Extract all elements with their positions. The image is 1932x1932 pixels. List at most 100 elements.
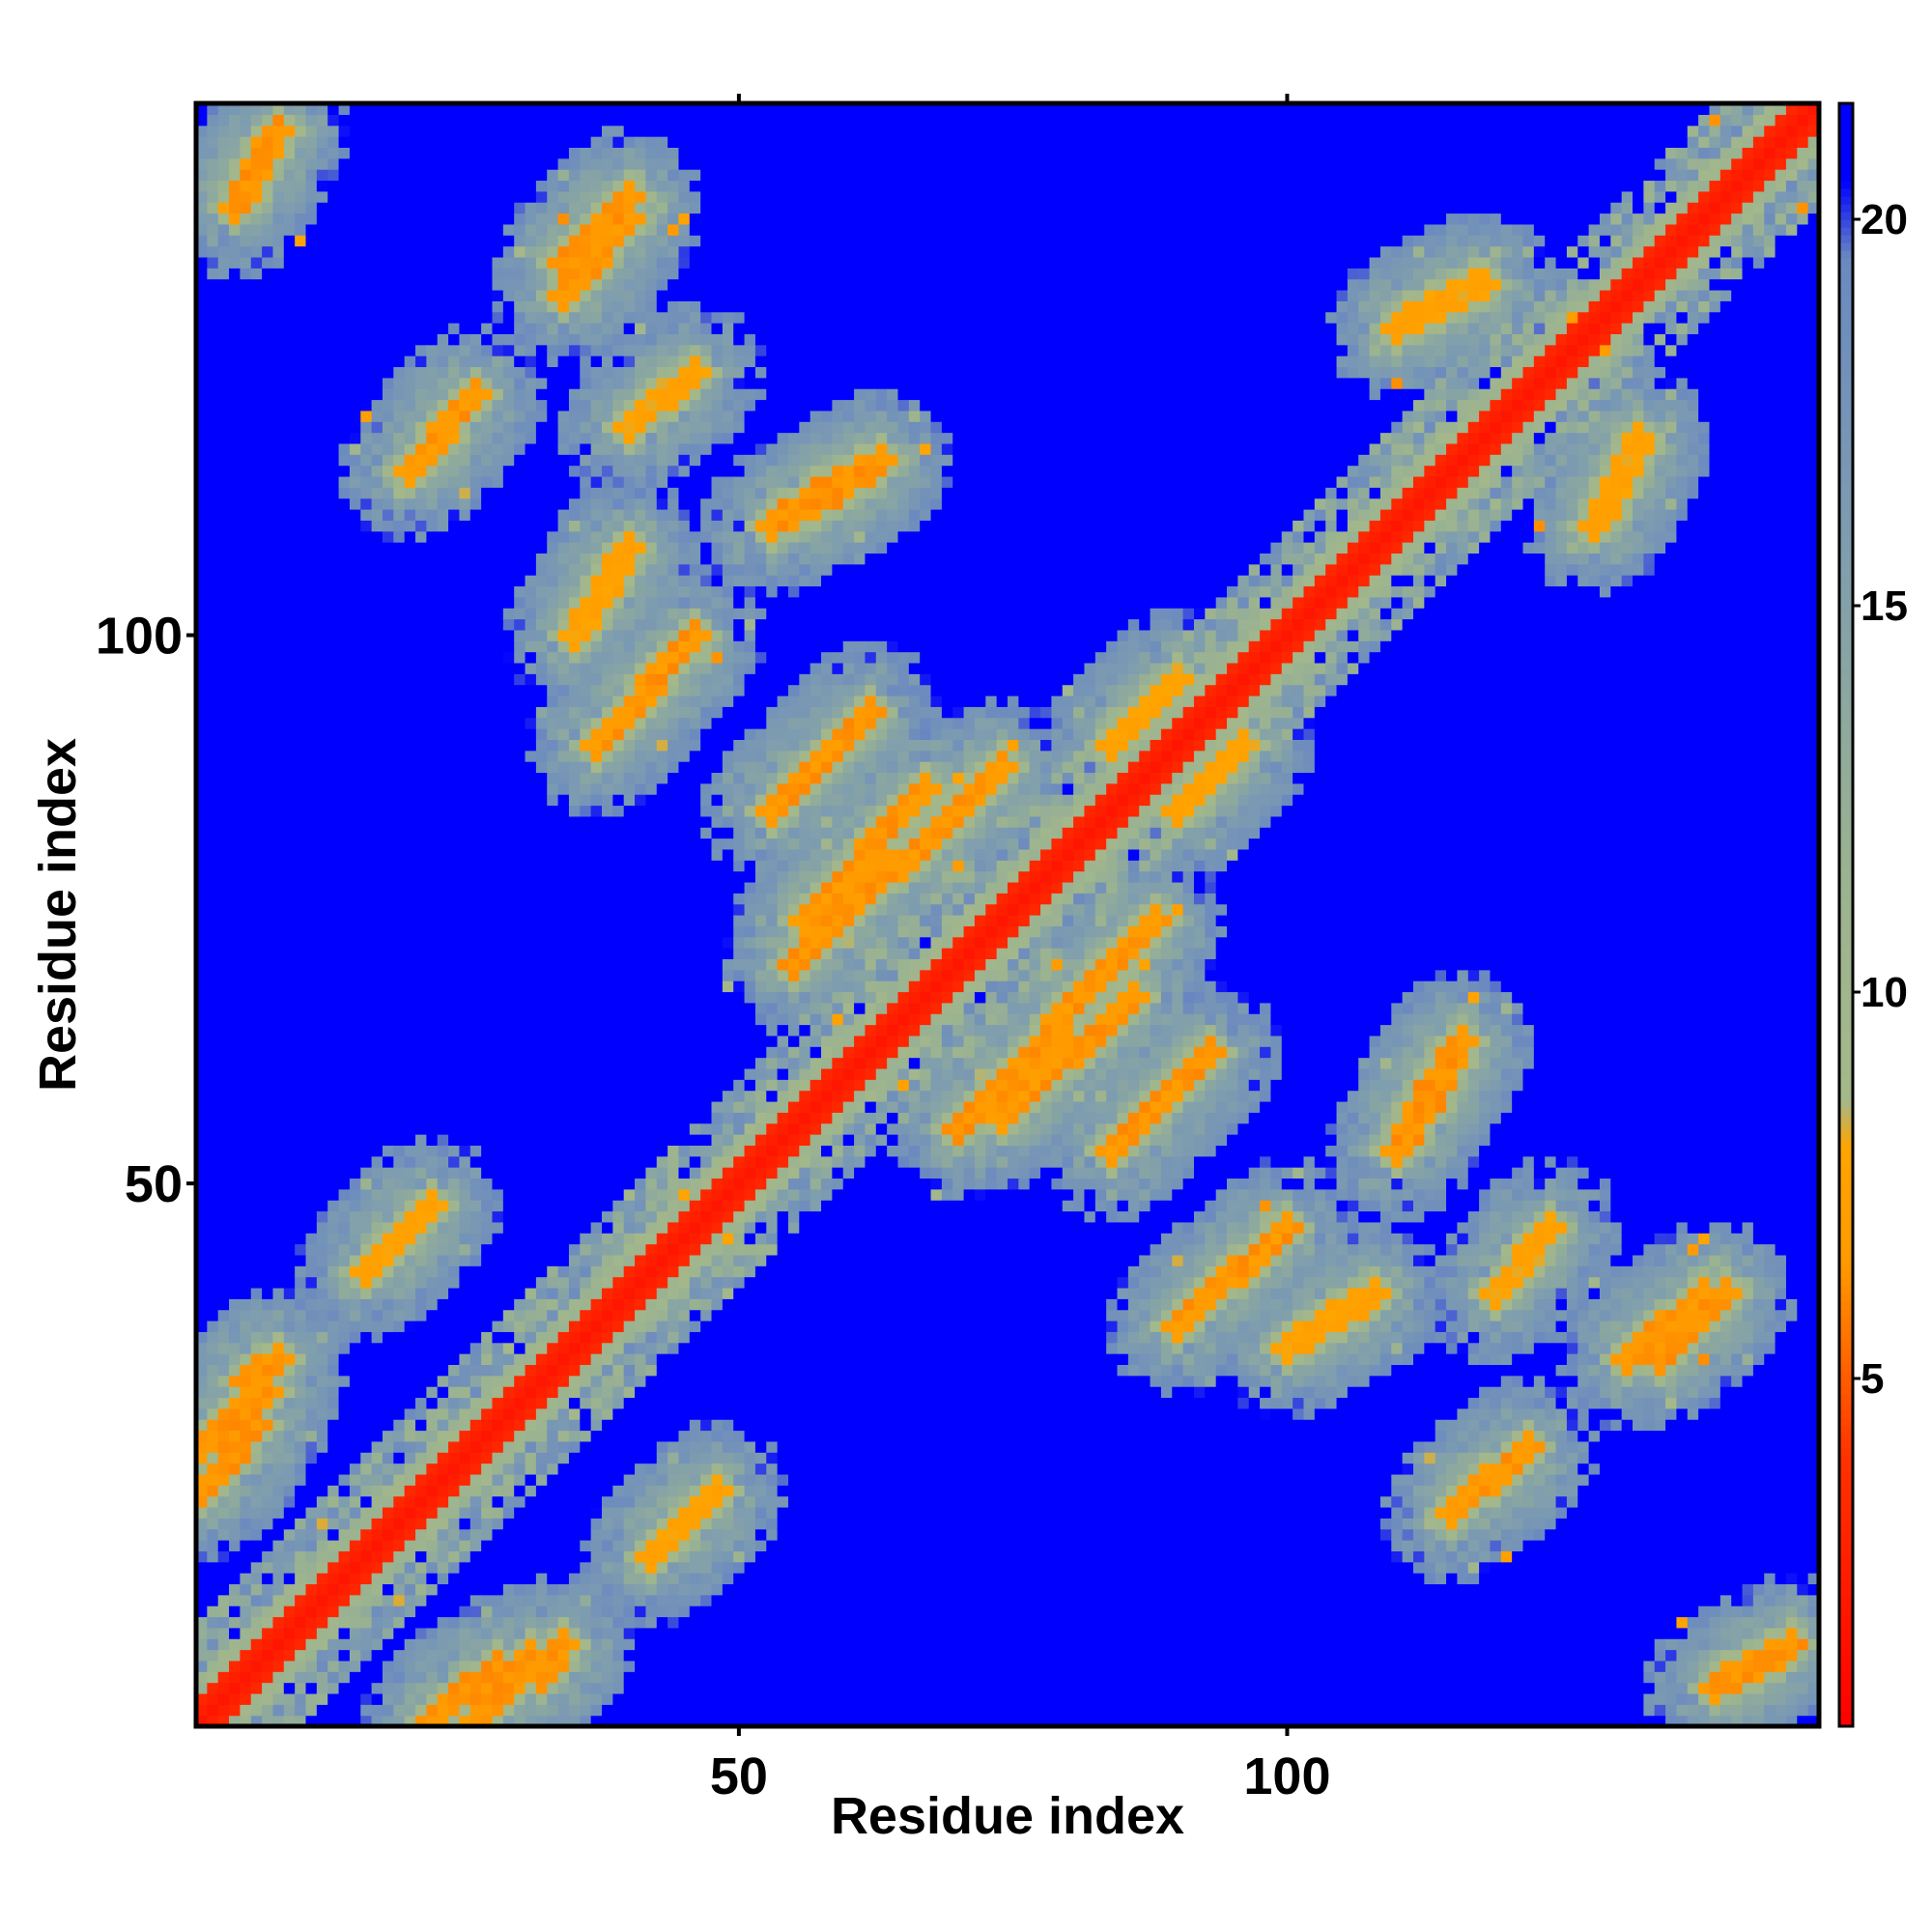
- heatmap-cell: [481, 980, 494, 993]
- heatmap-cell: [469, 311, 482, 324]
- heatmap-cell: [448, 300, 461, 313]
- heatmap-cell: [305, 1682, 318, 1694]
- heatmap-cell: [481, 1067, 494, 1080]
- heatmap-cell: [448, 157, 461, 170]
- heatmap-cell: [262, 805, 274, 817]
- heatmap-cell: [196, 1550, 208, 1563]
- heatmap-cell: [502, 366, 515, 379]
- heatmap-cell: [217, 278, 230, 291]
- heatmap-cell: [217, 487, 230, 499]
- heatmap-cell: [283, 629, 296, 641]
- heatmap-cell: [283, 1528, 296, 1541]
- heatmap-cell: [492, 147, 504, 159]
- heatmap-cell: [295, 827, 307, 839]
- heatmap-cell: [469, 1583, 482, 1596]
- heatmap-cell: [404, 1561, 416, 1574]
- heatmap-cell: [217, 1276, 230, 1289]
- heatmap-cell: [229, 848, 241, 861]
- heatmap-cell: [360, 980, 373, 993]
- heatmap-cell: [514, 1638, 526, 1651]
- heatmap-cell: [481, 782, 494, 795]
- heatmap-cell: [448, 750, 461, 762]
- heatmap-cell: [514, 388, 526, 401]
- heatmap-cell: [283, 1660, 296, 1672]
- heatmap-cell: [349, 1616, 361, 1629]
- heatmap-cell: [382, 1298, 394, 1311]
- heatmap-cell: [469, 673, 482, 686]
- heatmap-cell: [327, 289, 340, 301]
- heatmap-cell: [426, 739, 439, 752]
- heatmap-cell: [514, 1353, 526, 1365]
- heatmap-cell: [415, 969, 427, 981]
- heatmap-cell: [327, 1692, 340, 1705]
- heatmap-cell: [338, 794, 351, 807]
- heatmap-cell: [557, 618, 570, 631]
- heatmap-cell: [393, 860, 406, 872]
- heatmap-cell: [196, 915, 208, 926]
- heatmap-cell: [305, 1540, 318, 1551]
- heatmap-cell: [283, 1364, 296, 1377]
- heatmap-cell: [492, 1561, 504, 1574]
- heatmap-cell: [371, 1528, 384, 1541]
- heatmap-cell: [382, 1024, 394, 1037]
- heatmap-cell: [492, 1616, 504, 1629]
- heatmap-cell: [229, 1046, 241, 1059]
- heatmap-cell: [514, 575, 526, 587]
- heatmap-cell: [316, 530, 328, 543]
- heatmap-cell: [327, 1002, 340, 1014]
- heatmap-cell: [283, 125, 296, 137]
- heatmap-cell: [262, 1430, 274, 1442]
- heatmap-cell: [459, 1573, 471, 1585]
- heatmap-cell: [217, 1573, 230, 1585]
- heatmap-cell: [305, 706, 318, 719]
- heatmap-cell: [305, 761, 318, 774]
- heatmap-cell: [262, 1057, 274, 1069]
- heatmap-cell: [448, 1660, 461, 1672]
- heatmap-cell: [196, 772, 208, 784]
- heatmap-cell: [240, 333, 252, 346]
- heatmap-cell: [481, 169, 494, 182]
- heatmap-cell: [535, 1692, 548, 1705]
- heatmap-cell: [426, 596, 439, 609]
- heatmap-cell: [492, 1583, 504, 1596]
- heatmap-cell: [196, 991, 208, 1004]
- heatmap-cell: [469, 575, 482, 587]
- heatmap-cell: [217, 1561, 230, 1574]
- heatmap-cell: [349, 1638, 361, 1651]
- heatmap-cell: [207, 1122, 219, 1135]
- heatmap-cell: [316, 1276, 328, 1289]
- heatmap-cell: [492, 684, 504, 696]
- heatmap-cell: [502, 388, 515, 401]
- heatmap-cell: [382, 1090, 394, 1102]
- heatmap-cell: [229, 1353, 241, 1365]
- heatmap-cell: [262, 399, 274, 412]
- heatmap-cell: [240, 915, 252, 926]
- heatmap-cell: [371, 180, 384, 192]
- heatmap-cell: [338, 1397, 351, 1409]
- heatmap-cell: [196, 1364, 208, 1377]
- heatmap-cell: [283, 608, 296, 620]
- heatmap-cell: [360, 180, 373, 192]
- heatmap-cell: [272, 366, 285, 379]
- heatmap-cell: [426, 827, 439, 839]
- heatmap-cell: [557, 1704, 570, 1717]
- heatmap-cell: [481, 344, 494, 356]
- heatmap-cell: [371, 410, 384, 422]
- heatmap-cell: [305, 870, 318, 883]
- heatmap-cell: [514, 673, 526, 686]
- heatmap-cell: [338, 1452, 351, 1464]
- heatmap-cell: [229, 706, 241, 719]
- heatmap-cell: [316, 1692, 328, 1705]
- heatmap-cell: [229, 1276, 241, 1289]
- heatmap-cell: [437, 618, 449, 631]
- heatmap-cell: [305, 805, 318, 817]
- heatmap-cell: [481, 223, 494, 236]
- heatmap-cell: [525, 1463, 537, 1475]
- heatmap-cell: [481, 640, 494, 653]
- heatmap-cell: [207, 202, 219, 214]
- heatmap-cell: [502, 794, 515, 807]
- heatmap-cell: [415, 1321, 427, 1332]
- heatmap-cell: [514, 103, 526, 115]
- heatmap-cell: [481, 1649, 494, 1662]
- heatmap-cell: [448, 1035, 461, 1047]
